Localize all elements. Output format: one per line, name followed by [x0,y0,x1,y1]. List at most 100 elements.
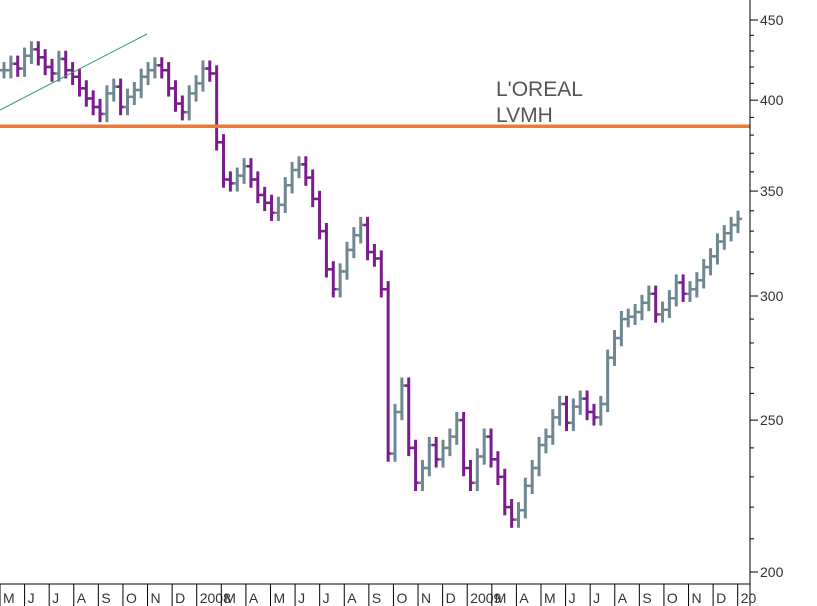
price-bar [274,196,283,222]
x-tick-label: J [298,590,305,606]
x-tick-label: M [544,590,556,606]
x-tick-label: O [126,590,137,606]
price-bar [466,459,475,492]
price-bar [198,60,207,92]
x-tick-label: 2008 [200,590,231,606]
price-bar [589,403,598,426]
price-bar [391,403,400,462]
price-bar [6,55,15,79]
price-bar [246,158,255,188]
price-bar [583,390,592,421]
y-tick-label: 400 [760,92,784,108]
price-bar [370,243,379,267]
price-bar [651,285,660,323]
price-bar [130,81,139,105]
x-tick-label: A [249,590,259,606]
x-tick-label: J [28,590,35,606]
price-bar [308,169,317,208]
price-bar [473,448,482,492]
price-bar [157,57,166,79]
price-bar [349,227,358,259]
price-bar [164,62,173,97]
y-tick-label: 350 [760,183,784,199]
price-bar [89,90,98,116]
price-bar [96,98,105,123]
price-bar [624,308,633,328]
price-bar [432,436,441,468]
price-bar [41,49,50,76]
price-bar [631,303,640,325]
price-bar [226,171,235,192]
price-bar [425,436,434,477]
x-tick-label: S [101,590,110,606]
price-bar [342,241,351,280]
price-bar [555,395,564,426]
price-bar [377,250,386,298]
price-bar [34,41,43,66]
price-bar [75,68,84,97]
price-bar [288,161,297,194]
y-axis-ticks: 450 400 350 300 250 200 [750,12,784,580]
price-bar [610,329,619,366]
trend-line [0,33,148,111]
price-bar [706,248,715,276]
price-bar [301,156,310,186]
x-tick-label: D [175,590,185,606]
price-bar [541,428,550,454]
price-bar [260,186,269,212]
x-tick-label: N [421,590,431,606]
x-tick-label: O [667,590,678,606]
price-bar [576,390,585,415]
x-tick-label: J [52,590,59,606]
price-bars-layer [0,41,742,528]
price-bar [418,459,427,492]
price-bar [445,428,454,457]
x-tick-label: A [347,590,357,606]
price-bar [294,156,303,179]
price-bar [569,398,578,432]
price-bar [685,281,694,302]
price-bar [720,225,729,250]
price-bar [665,290,674,318]
price-bar [397,377,406,421]
price-bar [617,310,626,347]
price-bar [699,259,708,289]
price-bar [150,57,159,79]
price-bar [596,395,605,426]
price-bar [116,78,125,116]
price-bar [54,50,63,82]
price-bar [253,171,262,204]
x-tick-label: M [224,590,236,606]
price-bar [356,216,365,244]
y-tick-label: 200 [760,564,784,580]
price-bar [644,285,653,312]
x-tick-label: 2009 [470,590,501,606]
price-bar [548,409,557,445]
price-bar [20,47,29,77]
price-bar [281,177,290,214]
price-bar [336,263,345,298]
x-tick-label: M [3,590,15,606]
price-bar [521,477,530,519]
x-tick-label: A [77,590,87,606]
price-bar [562,395,571,432]
price-bar [500,468,509,516]
price-bar [480,428,489,465]
price-bar [185,85,194,121]
price-bar [219,134,228,188]
price-bar [267,194,276,222]
x-tick-label: A [618,590,628,606]
price-bar [672,274,681,307]
x-tick-label: M [495,590,507,606]
price-bar [637,294,646,321]
price-bar [535,436,544,477]
price-bar [363,216,372,261]
price-bar [82,80,91,107]
price-bar [439,439,448,468]
price-bar [452,411,461,445]
price-bar [109,78,118,102]
x-tick-label: J [323,590,330,606]
price-bar [658,301,667,323]
